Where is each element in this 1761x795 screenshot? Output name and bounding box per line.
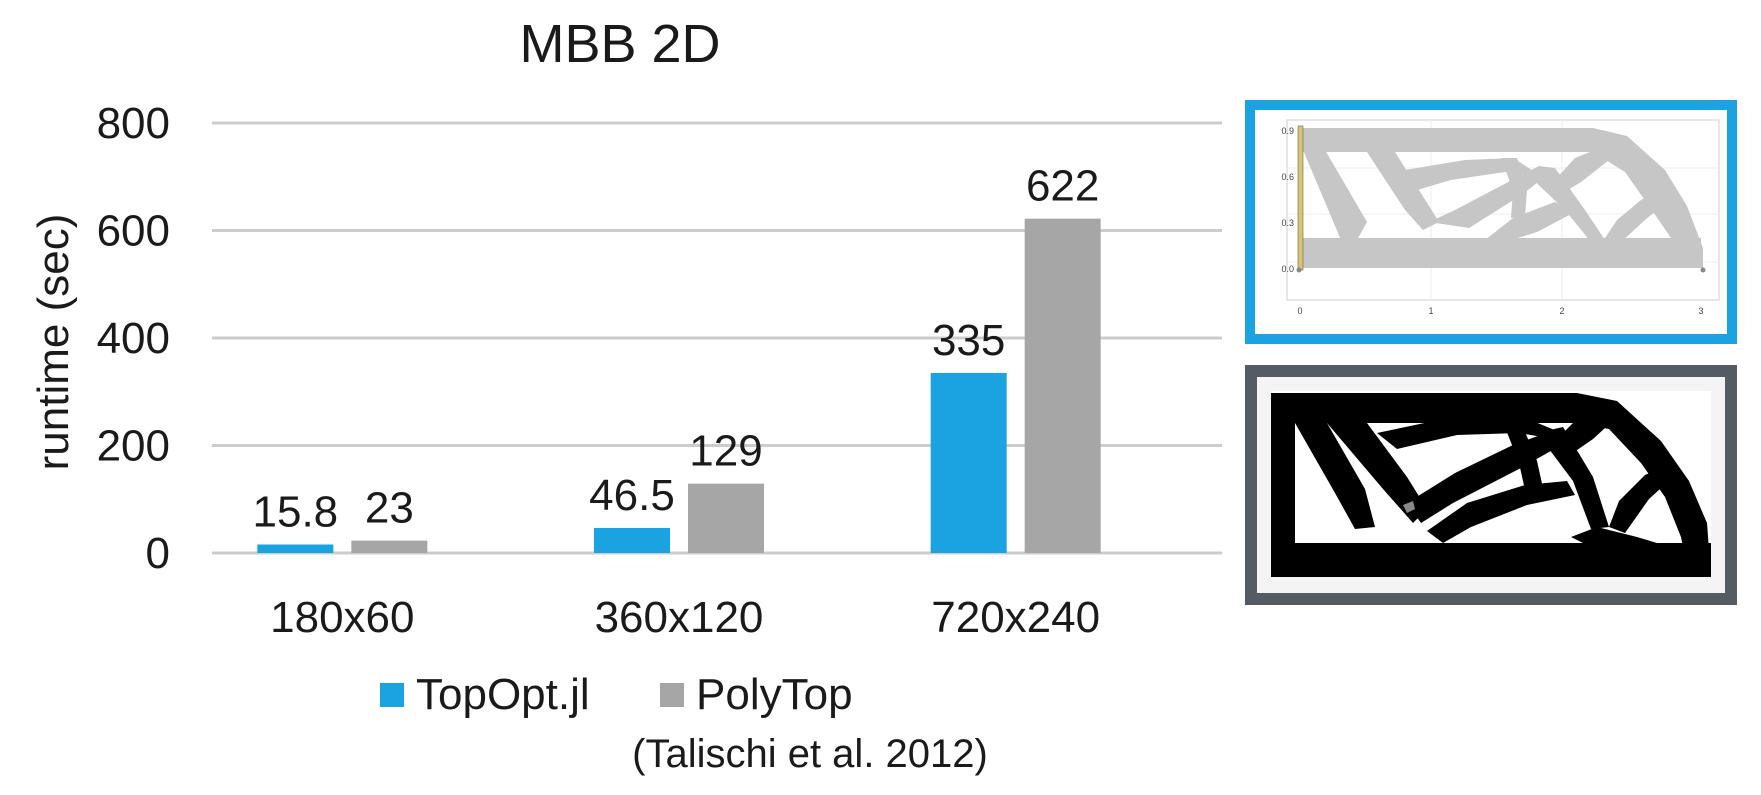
data-labels: 15.8 23 46.5 129 335 622 [253,162,1100,537]
bar-topopt-jl [257,544,334,553]
bar-topopt-jl [594,528,670,553]
inset-ytick: 0.0 [1281,264,1294,274]
chart-title: MBB 2D [519,14,720,74]
x-category-label: 720x240 [931,593,1100,642]
bar-polytop [688,483,764,553]
y-tick-label: 600 [97,207,170,256]
inset-ytick: 0.3 [1281,218,1294,228]
y-axis-ticks: 0 200 400 600 800 [97,99,170,578]
legend-label: TopOpt.jl [416,670,590,719]
inset-ytick: 0.6 [1281,172,1294,182]
y-tick-label: 400 [97,314,170,363]
topopt-density-plot: 0.9 0.6 0.3 0.0 0 1 2 3 [1281,119,1720,316]
inset-ytick: 0.9 [1281,126,1294,136]
inset-xtick: 3 [1698,306,1703,316]
citation-caption: (Talischi et al. 2012) [632,732,988,776]
bar-topopt-jl [930,372,1007,553]
x-axis-categories: 180x60 360x120 720x240 [270,593,1100,642]
x-category-label: 180x60 [270,593,414,642]
legend-swatch [380,683,404,707]
y-axis-title: runtime (sec) [29,214,78,471]
bars [257,218,1101,554]
data-label: 23 [365,484,414,533]
legend-swatch [660,683,684,707]
polytop-result-panel [1245,365,1737,605]
bar-polytop [351,540,428,553]
x-category-label: 360x120 [595,593,764,642]
bar-chart: MBB 2D 0 200 400 600 800 runtime (sec) 15.8 2… [29,14,1222,776]
data-label: 15.8 [253,488,339,537]
y-tick-label: 800 [97,99,170,148]
data-label: 335 [932,316,1005,365]
y-tick-label: 200 [97,422,170,471]
data-label: 129 [689,427,762,476]
inset-xtick: 1 [1428,306,1433,316]
legend: TopOpt.jl PolyTop [380,670,853,719]
bar-polytop [1024,218,1101,554]
inset-xtick: 2 [1559,306,1564,316]
legend-label: PolyTop [696,670,853,719]
topopt-result-panel: 0.9 0.6 0.3 0.0 0 1 2 3 [1245,100,1737,344]
data-label: 622 [1026,162,1099,211]
polytop-topology-image [1271,391,1711,577]
y-tick-label: 0 [146,529,170,578]
data-label: 46.5 [589,471,675,520]
inset-xtick: 0 [1297,306,1302,316]
